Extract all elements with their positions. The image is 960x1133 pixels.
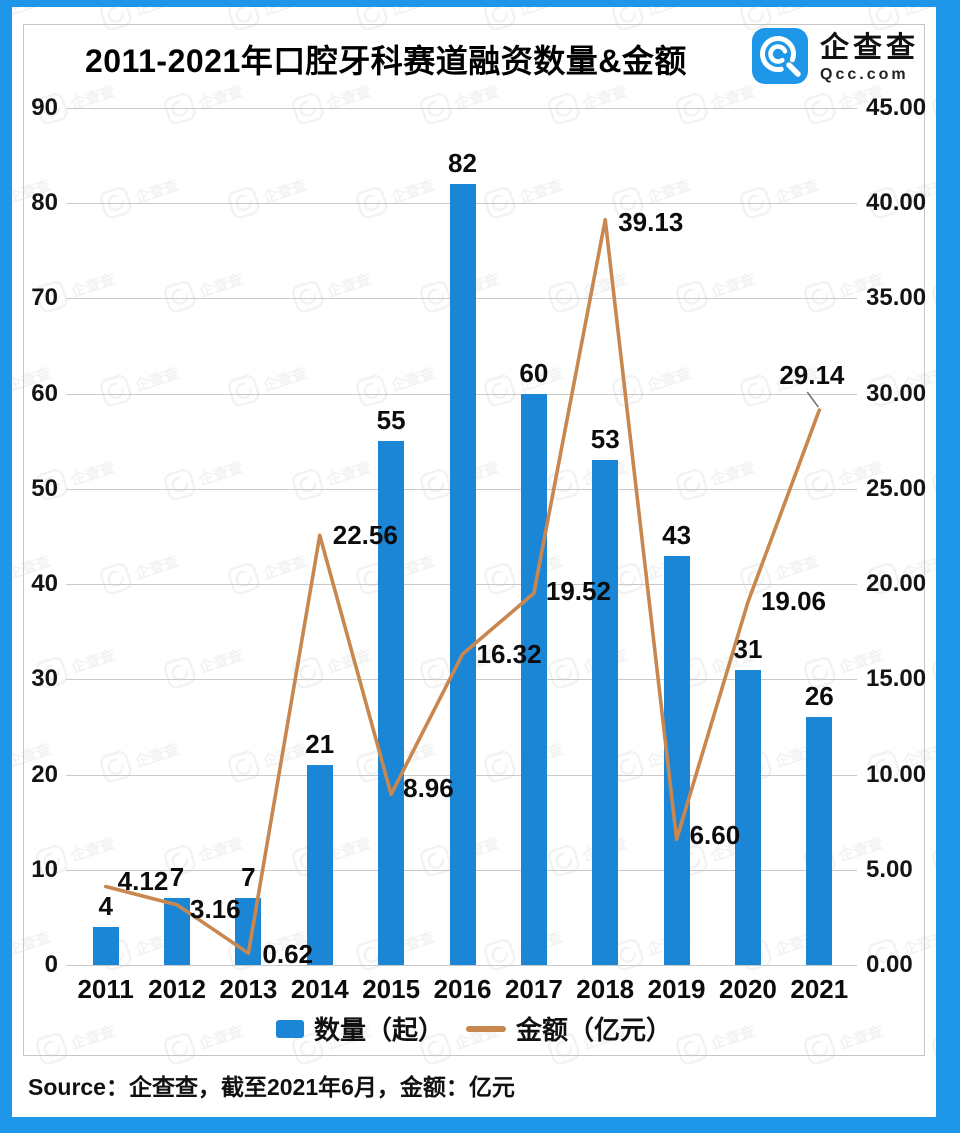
bar-value-2019: 43 [662,519,692,550]
bar-2011 [92,926,119,965]
line-value-2020: 19.06 [760,586,827,616]
left-axis-tick: 90 [31,94,58,121]
legend-line-dash [466,1025,506,1032]
line-value-2015: 8.96 [403,773,454,804]
line-value-2021: 29.14 [779,360,845,391]
line-value-2017: 19.52 [545,576,611,607]
left-axis-tick: 30 [31,665,58,693]
x-axis-label-2018: 2018 [576,974,635,1004]
line-value-2016: 16.32 [476,639,542,670]
left-axis-tick: 60 [31,379,58,407]
right-axis-tick: 10.00 [866,760,927,788]
right-axis-tick: 0.00 [866,951,913,978]
right-axis-tick: 40.00 [866,189,927,217]
bar-value-2014: 21 [305,729,335,760]
line-value-2018: 39.13 [618,206,684,237]
left-axis-tick: 10 [31,855,58,883]
source-note: Source：企查查，截至2021年6月，金额：亿元 [28,1074,515,1100]
line-value-2014: 22.56 [332,520,398,551]
right-axis-tick: 30.00 [866,379,927,407]
left-axis-tick: 40 [31,570,58,598]
x-axis-label-2020: 2020 [719,974,777,1004]
gridline [66,108,857,109]
qcc-logo-text: 企查查 Qcc.com [820,31,920,84]
bar-value-2013: 7 [241,862,256,893]
bar-value-2015: 55 [376,405,406,436]
right-axis-tick: 5.00 [866,855,913,883]
right-axis-tick: 45.00 [866,94,927,121]
gridline [66,965,857,966]
chart-panel [23,24,925,1056]
bar-2020 [734,669,761,965]
x-axis-label-2014: 2014 [290,974,349,1004]
left-axis-tick: 0 [44,951,58,978]
bar-value-2018: 53 [590,424,620,455]
bar-2017 [520,393,547,965]
qcc-logo: 企查查 Qcc.com [752,28,919,89]
bar-2021 [806,717,833,965]
x-axis-label-2011: 2011 [77,974,134,1004]
line-value-2013: 0.62 [262,939,314,970]
right-axis-tick: 20.00 [866,570,927,598]
left-axis-tick: 70 [31,284,58,312]
x-axis-label-2019: 2019 [647,974,706,1004]
x-axis-label-2013: 2013 [219,974,278,1004]
qcc-logo-domain: Qcc.com [820,66,909,84]
line-value-2019: 6.60 [689,820,741,851]
x-axis-label-2012: 2012 [148,974,206,1004]
bar-2016 [449,184,476,965]
qcc-logo-name: 企查查 [820,31,920,64]
line-value-2012: 3.16 [190,893,241,924]
x-axis-label-2017: 2017 [504,974,563,1004]
right-axis-tick: 25.00 [866,474,927,502]
chart-title: 2011-2021年口腔牙科赛道融资数量&金额 [85,43,687,79]
legend-bar-label: 数量（起） [313,1015,444,1045]
chart-legend: 数量（起） 金额（亿元） [23,1010,925,1047]
bar-2012 [164,898,191,965]
left-axis-tick: 20 [31,760,58,788]
bar-value-2021: 26 [804,681,834,712]
x-axis-label-2015: 2015 [362,974,421,1004]
bar-2014 [306,765,333,965]
qcc-logo-icon [752,28,808,89]
bar-2019 [663,555,690,965]
bar-2018 [592,460,619,965]
bar-value-2017: 60 [519,357,549,388]
bar-value-2016: 82 [448,148,477,179]
x-axis-label-2021: 2021 [790,974,849,1004]
left-axis-tick: 50 [31,474,58,502]
left-axis-tick: 80 [31,189,58,217]
right-axis-tick: 15.00 [866,665,927,693]
legend-bar-swatch [275,1019,304,1038]
legend-line-label: 金额（亿元） [516,1015,673,1045]
right-axis-tick: 35.00 [866,284,927,312]
bar-value-2020: 31 [733,633,763,664]
line-value-2011: 4.12 [117,865,169,896]
x-axis-label-2016: 2016 [433,974,492,1004]
